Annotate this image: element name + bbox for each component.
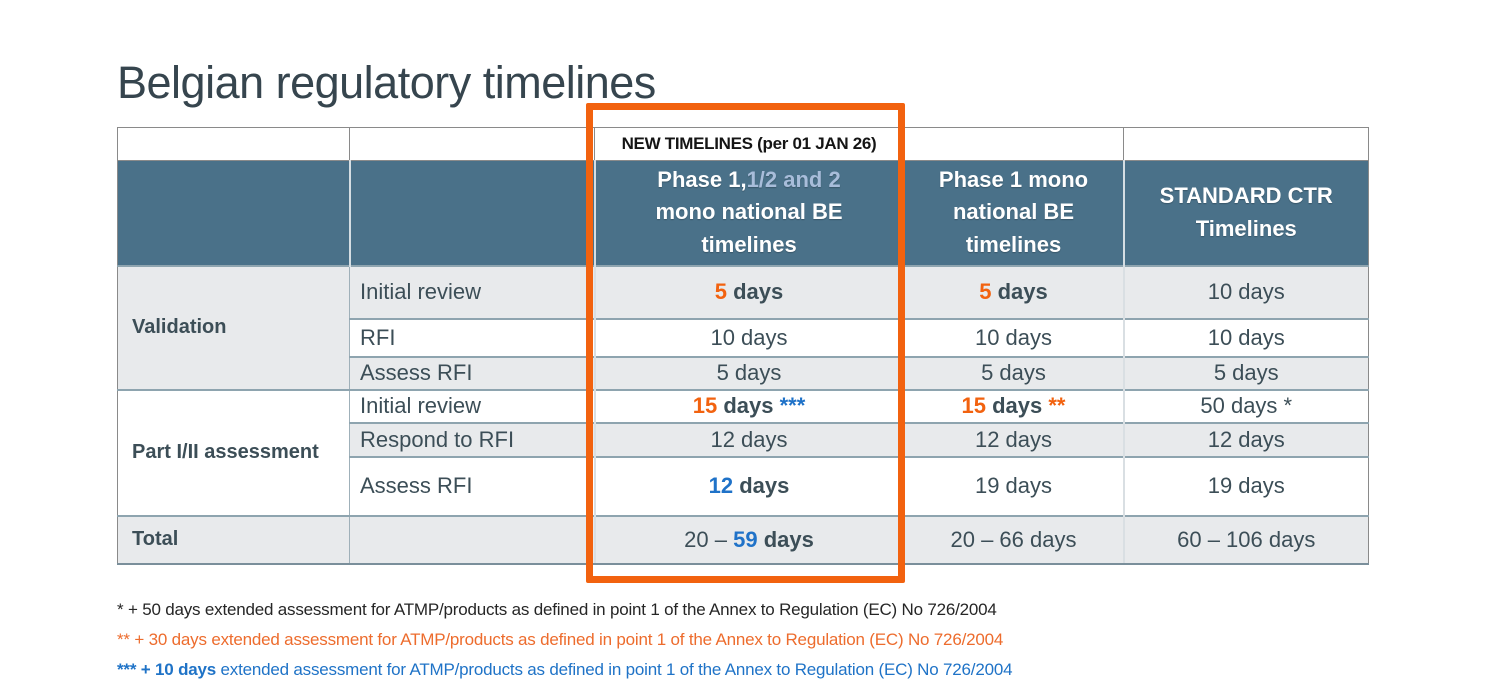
value-unit: days xyxy=(763,526,814,552)
footnote-1-marker: * xyxy=(117,600,124,619)
timelines-table: NEW TIMELINES (per 01 JAN 26) Phase 1,1/… xyxy=(117,127,1369,565)
footnote-3-amount: + 10 days xyxy=(140,660,217,679)
header-cell-empty-2 xyxy=(348,160,595,266)
row-validation-assess: Assess RFI 5 days 5 days 5 days xyxy=(118,355,1369,390)
value-part-assess-new12: 12 days xyxy=(593,455,904,516)
group-cell-total: Total xyxy=(117,514,350,565)
row-label-validation-rfi: RFI xyxy=(349,317,595,357)
footnote-marker-blue: *** xyxy=(779,393,806,418)
value-validation-initial-new1: 5 days xyxy=(902,264,1124,319)
row-label-part-assess: Assess RFI xyxy=(349,455,595,516)
value-part-initial-new1: 15 days ** xyxy=(902,388,1124,423)
value-validation-rfi-ctr: 10 days xyxy=(1122,317,1369,357)
row-validation-initial: Validation Initial review 5 days 5 days … xyxy=(117,264,1369,390)
row-label-part-respond: Respond to RFI xyxy=(349,421,595,457)
value-number: 5 xyxy=(714,279,727,304)
value-number: 59 xyxy=(733,526,758,552)
row-part-initial: Part I/II assessment Initial review 15 d… xyxy=(117,388,1369,516)
value-number: 5 xyxy=(979,279,992,304)
row-part-respond: Respond to RFI 12 days 12 days 12 days xyxy=(118,421,1369,457)
value-number: 12 xyxy=(708,473,734,498)
value-part-assess-ctr: 19 days xyxy=(1122,455,1369,516)
value-validation-rfi-new12: 10 days xyxy=(593,317,904,357)
value-part-initial-new12: 15 days *** xyxy=(593,388,904,423)
banner-cell-empty-4 xyxy=(1123,127,1369,161)
banner-row: NEW TIMELINES (per 01 JAN 26) xyxy=(117,127,1369,161)
value-part-assess-new1: 19 days xyxy=(902,455,1124,516)
header-label-standard-ctr: STANDARD CTR Timelines xyxy=(1159,183,1333,241)
row-part-assess: Assess RFI 12 days 19 days 19 days xyxy=(118,455,1369,516)
value-range-prefix: 20 – xyxy=(684,526,727,552)
header-phase12-part2: 1/2 and 2 xyxy=(746,166,841,192)
footnote-3: *** + 10 days extended assessment for AT… xyxy=(117,660,1013,679)
footnote-3-marker: *** xyxy=(117,660,137,679)
slide-title: Belgian regulatory timelines xyxy=(117,57,656,109)
row-label-validation-initial: Initial review xyxy=(349,264,595,319)
footnote-3-text: extended assessment for ATMP/products as… xyxy=(220,660,1013,679)
header-cell-phase1: Phase 1 mono national BE timelines xyxy=(902,160,1124,266)
footnote-2-marker: ** xyxy=(117,630,130,649)
value-part-respond-new1: 12 days xyxy=(902,421,1124,457)
row-label-validation-assess: Assess RFI xyxy=(349,355,595,390)
new-timelines-banner: NEW TIMELINES (per 01 JAN 26) xyxy=(594,127,904,161)
value-validation-initial-new12: 5 days xyxy=(593,264,904,319)
header-row: Phase 1,1/2 and 2 mono national BE timel… xyxy=(117,160,1369,266)
header-phase12-part3: mono national BE timelines xyxy=(655,199,843,258)
footnote-2-amount: + 30 days xyxy=(134,630,207,649)
footnote-marker-orange: ** xyxy=(1048,393,1066,418)
footnote-1: * + 50 days extended assessment for ATMP… xyxy=(117,601,1012,619)
value-validation-assess-ctr: 5 days xyxy=(1122,355,1369,390)
banner-cell-empty-3 xyxy=(903,127,1124,161)
header-cell-phase12: Phase 1,1/2 and 2 mono national BE timel… xyxy=(593,160,904,266)
header-cell-standard-ctr: STANDARD CTR Timelines xyxy=(1122,160,1369,266)
value-total-new1: 20 – 66 days xyxy=(902,514,1124,565)
row-label-part-initial: Initial review xyxy=(349,388,595,423)
value-validation-rfi-new1: 10 days xyxy=(902,317,1124,357)
header-cell-empty-1 xyxy=(117,160,350,266)
banner-cell-empty-2 xyxy=(349,127,595,161)
value-part-respond-ctr: 12 days xyxy=(1122,421,1369,457)
footnote-1-text: extended assessment for ATMP/products as… xyxy=(204,600,997,619)
value-part-respond-new12: 12 days xyxy=(593,421,904,457)
footnotes: * + 50 days extended assessment for ATMP… xyxy=(117,601,1013,691)
value-validation-initial-ctr: 10 days xyxy=(1122,264,1369,319)
value-validation-assess-new12: 5 days xyxy=(593,355,904,390)
header-phase12-part1: Phase 1, xyxy=(657,166,747,192)
value-unit: days xyxy=(723,393,774,418)
value-number: 15 xyxy=(961,393,986,418)
header-label-phase12: Phase 1,1/2 and 2 mono national BE timel… xyxy=(642,164,857,262)
group-cell-part-assessment: Part I/II assessment xyxy=(117,388,350,516)
footnote-2: ** + 30 days extended assessment for ATM… xyxy=(117,631,1012,649)
row-total: Total 20 – 59 days 20 – 66 days 60 – 106… xyxy=(117,514,1369,565)
value-unit: days xyxy=(997,279,1048,304)
value-unit: days xyxy=(733,279,784,304)
total-empty-cell xyxy=(349,514,595,565)
value-part-initial-ctr: 50 days * xyxy=(1122,388,1369,423)
footnote-1-amount: + 50 days xyxy=(127,600,201,619)
footnote-2-text: extended assessment for ATMP/products as… xyxy=(211,630,1004,649)
header-label-phase1: Phase 1 mono national BE timelines xyxy=(938,166,1089,258)
value-validation-assess-new1: 5 days xyxy=(902,355,1124,390)
value-total-ctr: 60 – 106 days xyxy=(1122,514,1369,565)
banner-cell-empty-1 xyxy=(117,127,350,161)
group-cell-validation: Validation xyxy=(117,264,350,390)
timelines-table-wrap: NEW TIMELINES (per 01 JAN 26) Phase 1,1/… xyxy=(117,127,1369,565)
value-unit: days xyxy=(992,393,1043,418)
value-total-new12: 20 – 59 days xyxy=(593,514,904,565)
value-unit: days xyxy=(739,473,790,498)
value-number: 15 xyxy=(692,393,718,418)
